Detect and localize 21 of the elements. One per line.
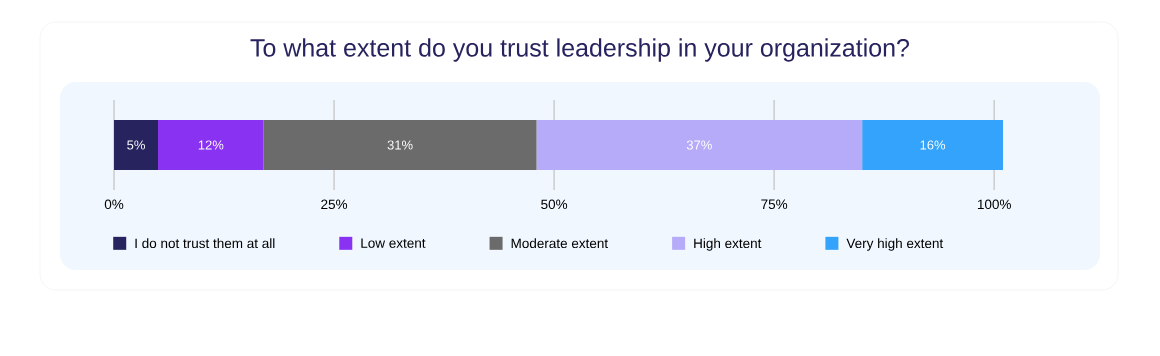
- bar: [114, 119, 159, 170]
- chart-title: To what extent do you trust leadership in your organization?: [250, 38, 909, 62]
- data-label: 12%: [198, 140, 224, 150]
- legend-label: I do not trust them at all: [135, 238, 275, 249]
- x-tick-label: 50%: [541, 199, 568, 210]
- bar: [862, 119, 1003, 170]
- x-tick-label: 75%: [761, 199, 788, 210]
- bar: [536, 119, 863, 170]
- x-tick-label: 0%: [104, 199, 124, 210]
- data-label: 37%: [686, 140, 712, 150]
- legend-label: High extent: [694, 238, 762, 251]
- legend-label: Very high extent: [846, 238, 944, 251]
- x-tick-label: 100%: [977, 199, 1011, 210]
- bar: [263, 119, 537, 170]
- data-label: 16%: [920, 140, 946, 150]
- data-label: 31%: [387, 140, 413, 150]
- x-tick-label: 25%: [321, 199, 348, 210]
- bar: [158, 119, 264, 170]
- legend-label: Low extent: [361, 238, 426, 248]
- data-label: 5%: [127, 140, 145, 150]
- legend-label: Moderate extent: [511, 238, 608, 249]
